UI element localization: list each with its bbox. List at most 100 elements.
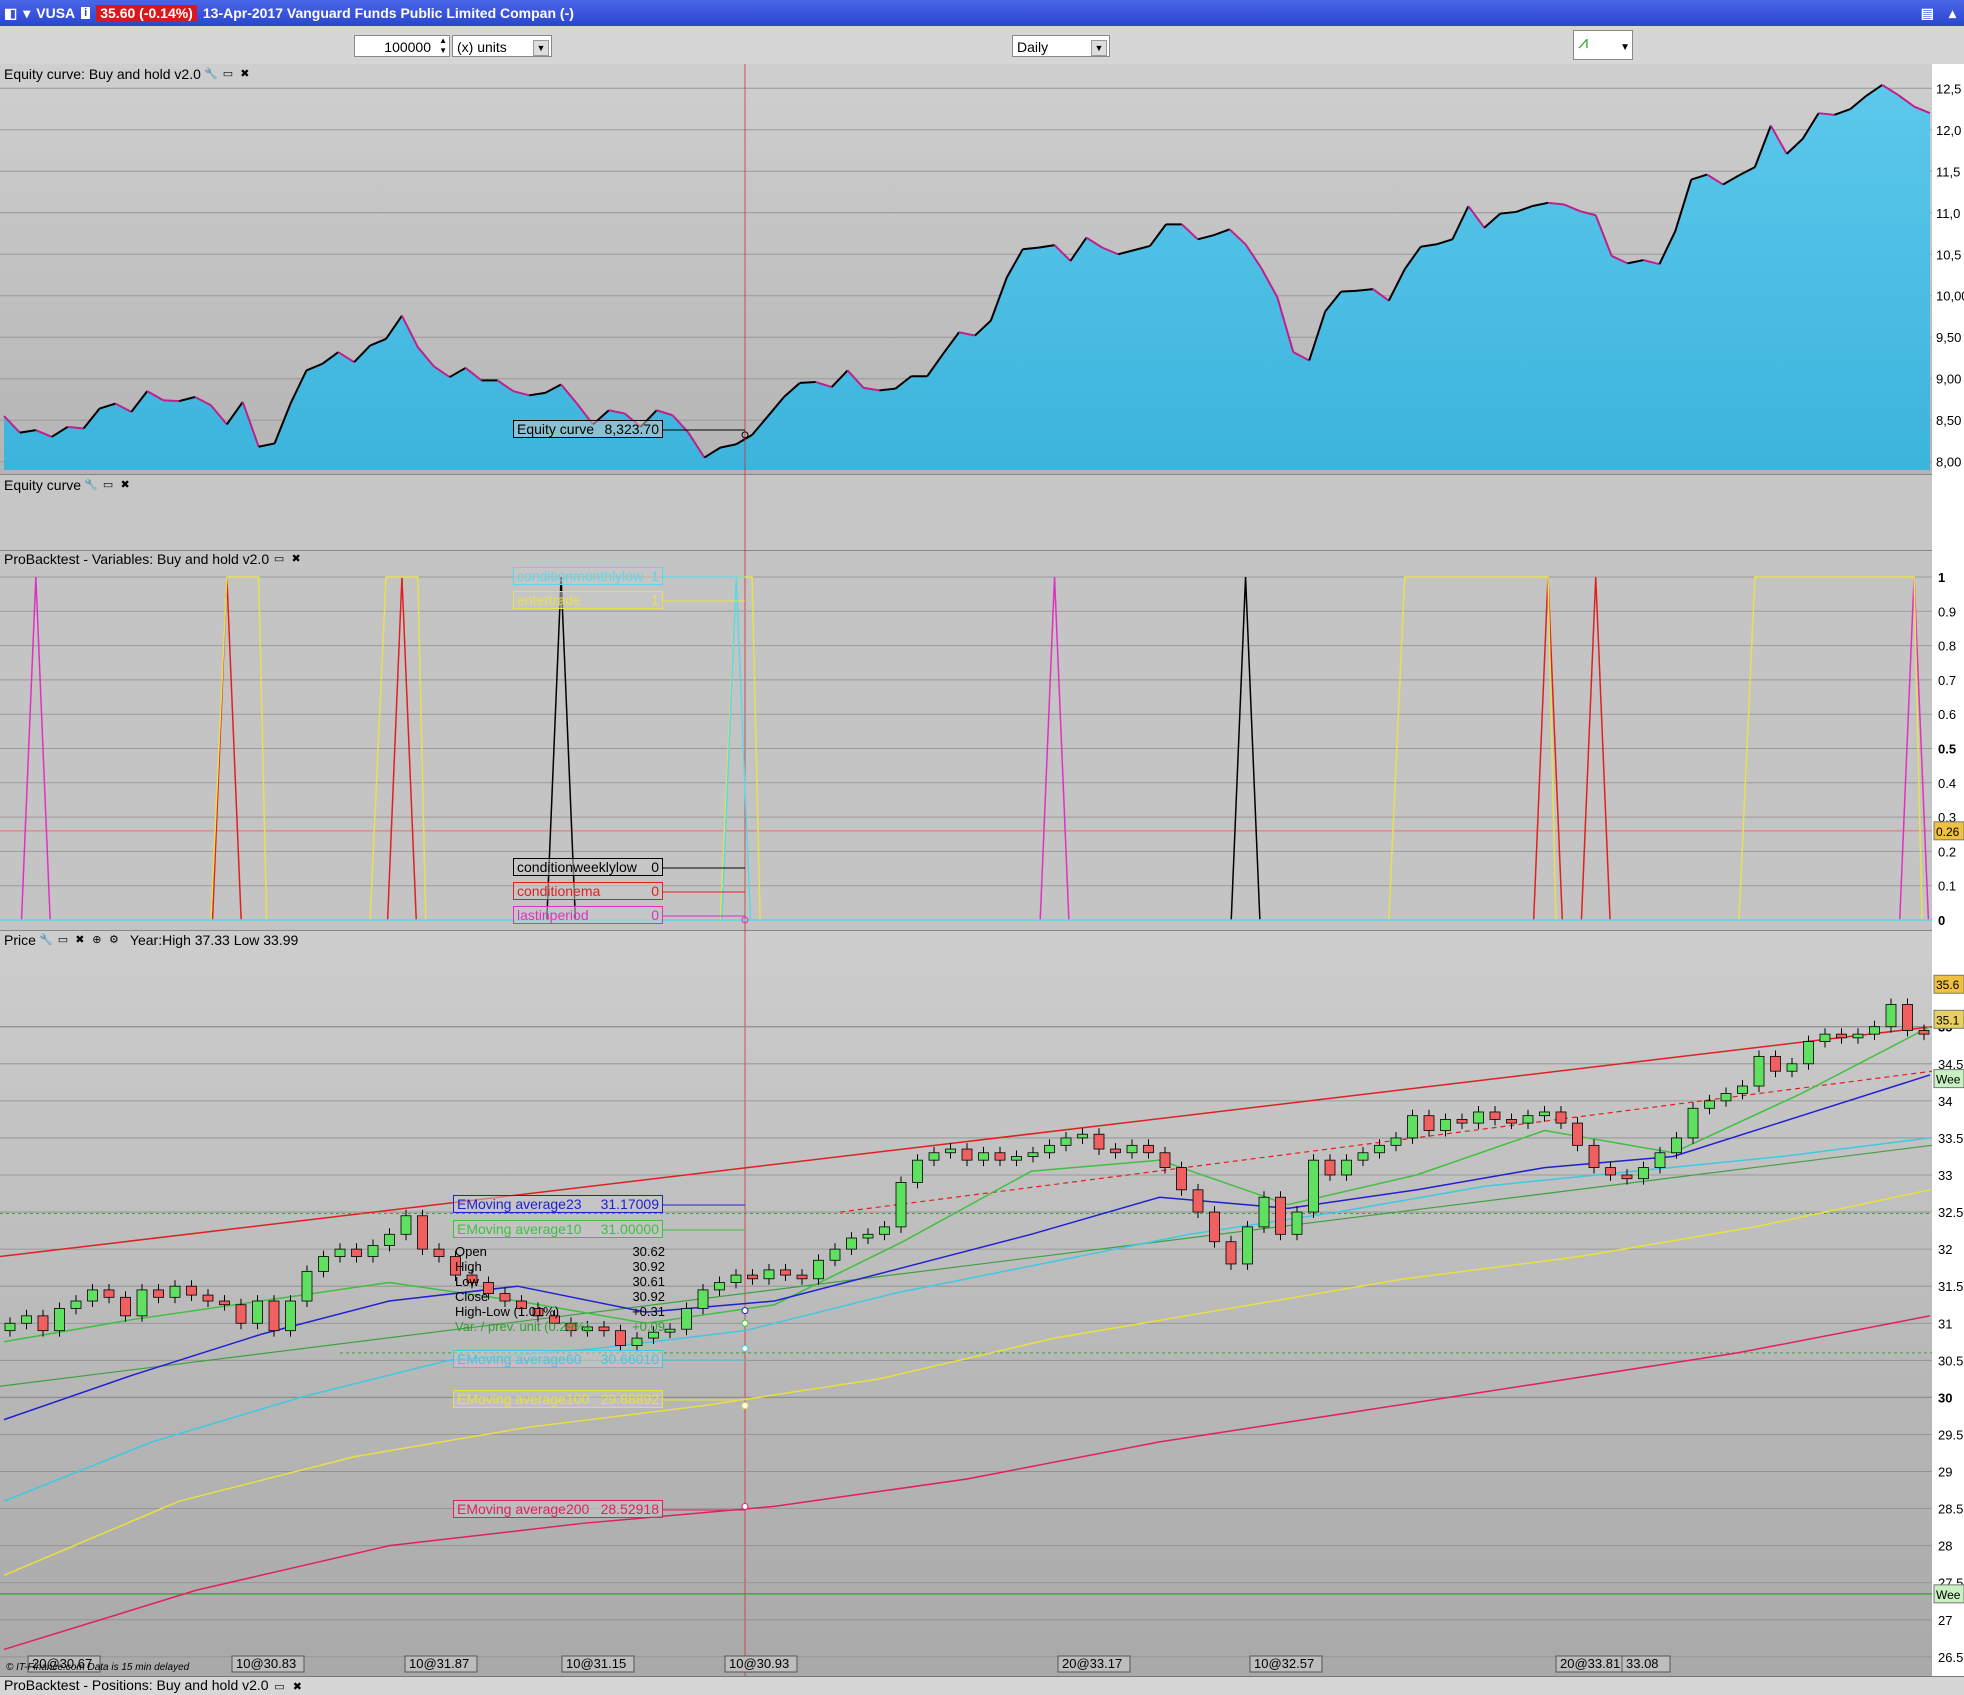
price-tick-label: 27 [1938, 1613, 1952, 1628]
price-axis-tag: 35.6 [1936, 978, 1960, 992]
equity-line-segment [767, 396, 785, 417]
candle-body [54, 1308, 65, 1332]
quantity-input[interactable]: 100000 ▲ ▼ [354, 35, 450, 57]
price-tick-label: 33 [1938, 1168, 1952, 1183]
candle-body [1539, 1111, 1550, 1117]
ohlc-value: 30.92 [632, 1289, 665, 1304]
close-icon[interactable]: ✖ [291, 553, 301, 565]
window-collapse-icon[interactable]: ▴ [1948, 4, 1956, 21]
window-icon[interactable]: ▭ [273, 553, 285, 565]
wrench-icon[interactable]: 🔧 [204, 68, 218, 80]
candle-body [169, 1285, 181, 1298]
equity-line-segment [1627, 259, 1644, 265]
candle-body [450, 1256, 461, 1276]
legend-value: 8,323.70 [604, 421, 660, 437]
equity-line-segment [1276, 297, 1295, 353]
ohlc-key: Var. / prev. unit (0.29%) [455, 1319, 590, 1334]
candle-body [813, 1259, 824, 1280]
legend-name: EMoving average60 [457, 1351, 582, 1367]
candle-body [70, 1300, 82, 1309]
copyright-note: © IT-Finance.com Data is 15 min delayed [6, 1662, 190, 1673]
legend-name: EMoving average200 [457, 1501, 590, 1517]
equity-line-segment [1563, 203, 1581, 213]
chevron-down-icon[interactable]: ▼ [1620, 42, 1630, 53]
equity-line-segment [529, 391, 546, 397]
chart-type-button[interactable]: ⩘ ▼ [1573, 30, 1633, 60]
window-icon[interactable]: ▭ [102, 479, 114, 491]
equity-line-segment [863, 386, 880, 392]
candle-body [829, 1248, 841, 1261]
xaxis-label-box [231, 1655, 305, 1673]
close-icon[interactable]: ✖ [120, 479, 130, 491]
close-icon[interactable]: ✖ [240, 68, 250, 80]
window-icon[interactable]: ▭ [222, 68, 234, 80]
ema-line-emoving-average200 [3, 1315, 1931, 1651]
ema-cursor-marker [741, 1502, 749, 1510]
xaxis-label: 20@30.67 [32, 1656, 92, 1671]
candle-body [697, 1289, 709, 1309]
ohlc-value: 30.92 [632, 1259, 665, 1274]
candle-body [879, 1226, 890, 1235]
legend-name: conditionmonthlylow [517, 568, 644, 584]
equity-line-segment [1022, 246, 1039, 251]
candle-body [1423, 1115, 1435, 1131]
equity-line-segment [417, 346, 435, 367]
window-icon[interactable]: ▭ [57, 934, 69, 946]
candle-body [714, 1282, 725, 1291]
ohlc-key: Open [455, 1244, 487, 1259]
chevron-down-icon[interactable]: ▼ [1091, 40, 1107, 56]
wrench-icon[interactable]: 🔧 [39, 934, 53, 946]
equity-line-segment [241, 401, 260, 448]
candle-body [136, 1289, 148, 1317]
candle-body [945, 1148, 956, 1154]
equity2-panel-title: Equity curve [4, 477, 82, 493]
ohlc-row: High-Low (1.01%) +0.31 [455, 1304, 665, 1319]
settings-icon[interactable]: ⚙ [108, 934, 119, 946]
equity-tick-label: 11,0 [1936, 206, 1960, 221]
ticker-dropdown-icon[interactable]: ▾ [23, 4, 31, 21]
close-icon[interactable]: ✖ [75, 934, 85, 946]
close-icon[interactable]: ✖ [292, 1681, 302, 1693]
wrench-icon[interactable]: 🔧 [84, 479, 98, 491]
equity2-panel-header: Equity curve 🔧 ▭ ✖ [4, 477, 132, 493]
chevron-down-icon[interactable]: ▼ [533, 40, 549, 56]
equity-line-segment [1643, 259, 1660, 266]
add-indicator-icon[interactable]: ⊕ [92, 934, 102, 946]
candle-body [1753, 1055, 1765, 1087]
period-select[interactable]: Daily ▼ [1012, 35, 1110, 57]
legend-value: 28.52918 [600, 1501, 659, 1517]
price-axis [1932, 930, 1964, 1676]
ohlc-row: Low 30.61 [455, 1274, 665, 1289]
candle-body [1885, 1004, 1897, 1028]
ohlc-value: +0.31 [632, 1304, 665, 1319]
variables-tick-label: 0.8 [1938, 639, 1956, 654]
equity-line-segment [687, 432, 706, 459]
info-icon[interactable]: i [81, 7, 91, 19]
legend-name: lastinperiod [517, 907, 589, 923]
equity2-axis [1932, 474, 1964, 550]
xaxis-label: 20@33.17 [1062, 1656, 1122, 1671]
units-select[interactable]: (x) units ▼ [452, 35, 552, 57]
window-menu-icon[interactable]: ▤ [1920, 4, 1934, 21]
equity-tick-label: 9,00 [1936, 372, 1961, 387]
equity-line-segment [178, 396, 196, 403]
variables-tick-label: 0.2 [1938, 844, 1956, 859]
candle-body [1027, 1152, 1039, 1157]
quantity-stepper-icon[interactable]: ▲ ▼ [439, 36, 447, 55]
candle-body [1918, 1030, 1930, 1035]
equity-line-segment [783, 382, 801, 398]
candle-body [961, 1148, 973, 1161]
equity-line-segment [926, 353, 944, 377]
equity-line-segment [369, 337, 387, 347]
candle-body [483, 1282, 494, 1295]
equity-line-segment [735, 433, 753, 446]
equity-tick-label: 8,00 [1936, 455, 1961, 470]
candle-body [1902, 1004, 1913, 1031]
window-icon[interactable]: ▭ [274, 1681, 285, 1693]
variable-label-conditionmonthlylow: conditionmonthlylow 1 [513, 567, 663, 585]
equity-line-segment [1769, 125, 1788, 155]
legend-value: 1 [651, 568, 659, 584]
candle-body [1126, 1144, 1138, 1154]
candle-body [301, 1270, 313, 1302]
equity-panel-title: Equity curve: Buy and hold v2.0 [4, 66, 201, 82]
